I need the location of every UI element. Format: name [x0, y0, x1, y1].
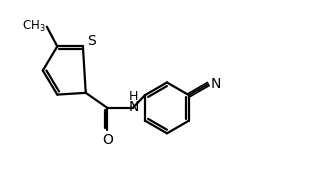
Text: N: N: [211, 77, 221, 91]
Text: O: O: [102, 133, 113, 147]
Text: S: S: [87, 34, 95, 48]
Text: N: N: [129, 100, 139, 114]
Text: CH$_3$: CH$_3$: [22, 19, 45, 34]
Text: H: H: [129, 90, 139, 103]
